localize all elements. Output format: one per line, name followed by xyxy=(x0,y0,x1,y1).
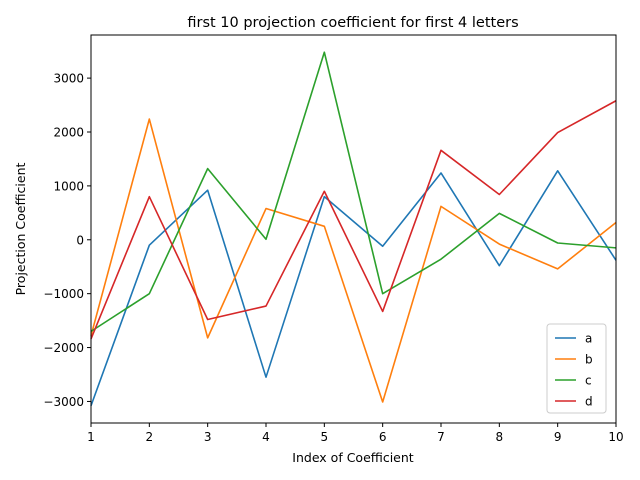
x-tick-label: 5 xyxy=(321,430,329,444)
legend-label-d: d xyxy=(585,395,593,409)
x-tick-label: 4 xyxy=(262,430,270,444)
x-tick-label: 3 xyxy=(204,430,212,444)
legend-label-a: a xyxy=(585,332,592,346)
x-tick-label: 8 xyxy=(496,430,504,444)
x-tick-label: 10 xyxy=(608,430,623,444)
series-line-c xyxy=(90,51,617,333)
y-axis: −3000 −2000 −1000 0 1000 2000 3000 xyxy=(43,72,91,409)
legend-box xyxy=(546,323,607,414)
series-line-d xyxy=(90,100,617,340)
x-tick-label: 2 xyxy=(146,430,154,444)
x-tick-label: 7 xyxy=(437,430,445,444)
x-tick-label: 6 xyxy=(379,430,387,444)
y-axis-label: Projection Coefficient xyxy=(13,163,28,296)
legend-label-c: c xyxy=(585,374,592,388)
series-layer xyxy=(90,51,617,407)
x-tick-label: 1 xyxy=(87,430,95,444)
legend-label-b: b xyxy=(585,353,593,367)
x-axis-label: Index of Coefficient xyxy=(292,450,414,465)
y-tick-label: −2000 xyxy=(43,341,84,355)
y-tick-label: 1000 xyxy=(53,179,84,193)
x-tick-label: 9 xyxy=(554,430,562,444)
y-tick-label: 3000 xyxy=(53,72,84,86)
x-axis: 1 2 3 4 5 6 7 8 9 10 xyxy=(87,423,624,444)
y-tick-label: 0 xyxy=(76,233,84,247)
series-line-a xyxy=(90,170,617,407)
series-line-b xyxy=(90,118,617,403)
y-tick-label: 2000 xyxy=(53,126,84,140)
chart-title: first 10 projection coefficient for firs… xyxy=(187,15,518,31)
y-tick-label: −3000 xyxy=(43,395,84,409)
plot-frame xyxy=(90,34,617,424)
y-tick-label: −1000 xyxy=(43,287,84,301)
